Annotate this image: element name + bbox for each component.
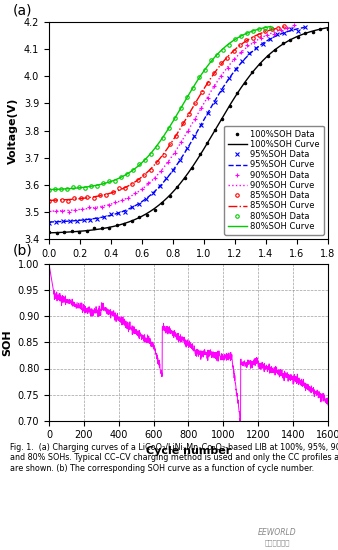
Legend: 100%SOH Data, 100%SOH Curve, 95%SOH Data, 95%SOH Curve, 90%SOH Data, 90%SOH Curv: 100%SOH Data, 100%SOH Curve, 95%SOH Data… xyxy=(224,125,324,235)
Text: Fig. 1.  (a) Charging curves of a LiCoO₂/LiNiₓMnₓCo₂O₂-based LIB at 100%, 95%, 9: Fig. 1. (a) Charging curves of a LiCoO₂/… xyxy=(10,443,338,472)
Text: (b): (b) xyxy=(13,244,32,258)
Y-axis label: SOH: SOH xyxy=(2,329,12,356)
X-axis label: Cycle number: Cycle number xyxy=(146,446,231,456)
Text: 电子工程世界: 电子工程世界 xyxy=(264,540,290,546)
Text: EEWORLD: EEWORLD xyxy=(258,527,296,537)
Text: (a): (a) xyxy=(13,4,32,18)
Y-axis label: Voltage(V): Voltage(V) xyxy=(8,97,18,164)
X-axis label: Time(hour): Time(hour) xyxy=(154,265,223,274)
